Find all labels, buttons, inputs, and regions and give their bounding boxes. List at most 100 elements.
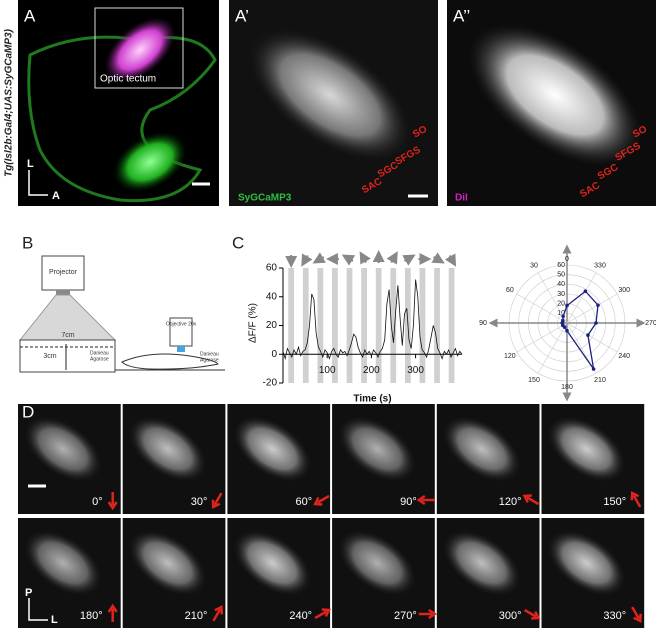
medium-label: Danieau bbox=[200, 351, 219, 357]
r-tick-label: 10 bbox=[557, 310, 565, 317]
direction-arrow bbox=[107, 603, 118, 622]
tectum-signal bbox=[127, 529, 208, 597]
angle-label: 60 bbox=[506, 287, 514, 294]
direction-arrow bbox=[444, 253, 457, 267]
x-tick-label: 200 bbox=[363, 365, 380, 376]
panel-label: A bbox=[24, 6, 36, 25]
direction-arrow bbox=[523, 608, 541, 620]
panel-label: A’ bbox=[235, 6, 249, 25]
tile: 330° bbox=[541, 518, 645, 628]
angle-label: 0° bbox=[92, 496, 103, 508]
r-tick-label: 30 bbox=[557, 291, 565, 298]
y-tick-label: 40 bbox=[266, 291, 278, 302]
tile: 90° bbox=[332, 404, 435, 514]
axis-arrows bbox=[28, 170, 48, 196]
tectum-signal bbox=[337, 415, 417, 483]
stimulus-band bbox=[302, 268, 309, 383]
medium-label: Danieau bbox=[90, 350, 109, 356]
lens bbox=[56, 290, 70, 295]
stimulus-band bbox=[332, 268, 338, 383]
tectum-signal bbox=[232, 415, 313, 483]
angle-label: 60° bbox=[295, 496, 312, 508]
tile: 0° bbox=[18, 404, 121, 514]
channel-label: DiI bbox=[455, 193, 468, 204]
stimulus-band bbox=[317, 268, 324, 383]
angle-label: 150 bbox=[528, 377, 540, 384]
angle-label: 120° bbox=[499, 496, 522, 508]
y-tick-label: 0 bbox=[271, 349, 277, 360]
tectum-signal bbox=[104, 17, 176, 83]
angle-label: 120 bbox=[504, 353, 516, 360]
tectum-signal bbox=[247, 27, 413, 163]
direction-arrow bbox=[212, 605, 224, 622]
tile: 180° bbox=[18, 518, 121, 628]
direction-arrow bbox=[416, 494, 435, 506]
stimulus-band bbox=[434, 268, 440, 383]
channel-label: SyGCaMP3 bbox=[238, 193, 292, 204]
angle-label: 240° bbox=[289, 610, 312, 622]
objective-label: Objective 20x bbox=[166, 321, 197, 327]
direction-arrow bbox=[107, 492, 118, 511]
objective-tip bbox=[177, 346, 185, 352]
stimulus-band bbox=[346, 268, 353, 383]
point bbox=[586, 333, 590, 337]
gel-label: Agarose bbox=[200, 357, 219, 363]
grid-spoke bbox=[537, 272, 568, 324]
tectum-signal bbox=[546, 529, 627, 597]
direction-arrow bbox=[359, 251, 371, 265]
stimulus-band bbox=[448, 268, 455, 383]
y-tick-label: 60 bbox=[266, 263, 278, 274]
stimulus-band bbox=[419, 268, 426, 383]
panel-label: D bbox=[22, 402, 34, 421]
direction-arrow bbox=[630, 491, 642, 508]
direction-arrow bbox=[418, 608, 438, 620]
y-tick-label: -20 bbox=[263, 378, 278, 389]
y-tick-label: 20 bbox=[266, 320, 278, 331]
angle-label: 300° bbox=[499, 610, 522, 622]
point bbox=[565, 328, 569, 333]
axis-arrows bbox=[28, 598, 48, 621]
genotype: Tg(Isl2b:Gal4;UAS:SyGCaMP3) bbox=[4, 28, 15, 176]
tectum-signal bbox=[442, 415, 522, 483]
direction-arrow bbox=[386, 251, 398, 265]
direction-arrow bbox=[312, 252, 326, 264]
tile: 300° bbox=[436, 518, 541, 628]
dish bbox=[19, 339, 116, 373]
panel-label: C bbox=[232, 233, 244, 252]
y-axis-label: ΔF/F (%) bbox=[248, 303, 259, 343]
grid-spoke bbox=[516, 322, 568, 353]
angle-label: 30° bbox=[191, 496, 208, 508]
point bbox=[562, 325, 567, 329]
direction-arrow bbox=[431, 252, 445, 264]
angle-label: 150° bbox=[603, 496, 626, 508]
x-tick-label: 300 bbox=[407, 365, 424, 376]
tectum-signal bbox=[232, 529, 313, 597]
tile: 60° bbox=[227, 404, 331, 514]
stimulus-band bbox=[375, 268, 382, 383]
stimulus-band bbox=[390, 268, 397, 383]
axis-label: P bbox=[25, 587, 32, 599]
axis-label: L bbox=[51, 614, 58, 626]
point bbox=[596, 303, 600, 307]
tile: 120° bbox=[436, 404, 540, 514]
direction-arrow bbox=[631, 606, 642, 623]
tectum-signal bbox=[113, 131, 187, 193]
axis-label: L bbox=[27, 158, 34, 170]
panel-label: B bbox=[22, 233, 33, 252]
larva bbox=[121, 353, 219, 370]
direction-arrow bbox=[301, 253, 313, 267]
point bbox=[561, 314, 565, 319]
angle-label: 270 bbox=[645, 320, 656, 327]
tile: 210° bbox=[122, 518, 226, 628]
x-tick-label: 100 bbox=[319, 365, 336, 376]
depth-label: 3cm bbox=[43, 353, 56, 360]
angle-label: 90° bbox=[400, 496, 417, 508]
angle-label: 180 bbox=[561, 384, 573, 391]
grid-spoke bbox=[566, 293, 618, 324]
angle-label: 270° bbox=[394, 610, 417, 622]
angle-label: 30 bbox=[530, 263, 538, 270]
r-tick-label: 50 bbox=[557, 272, 565, 279]
grid-spoke bbox=[537, 322, 568, 374]
direction-arrow bbox=[341, 254, 356, 266]
